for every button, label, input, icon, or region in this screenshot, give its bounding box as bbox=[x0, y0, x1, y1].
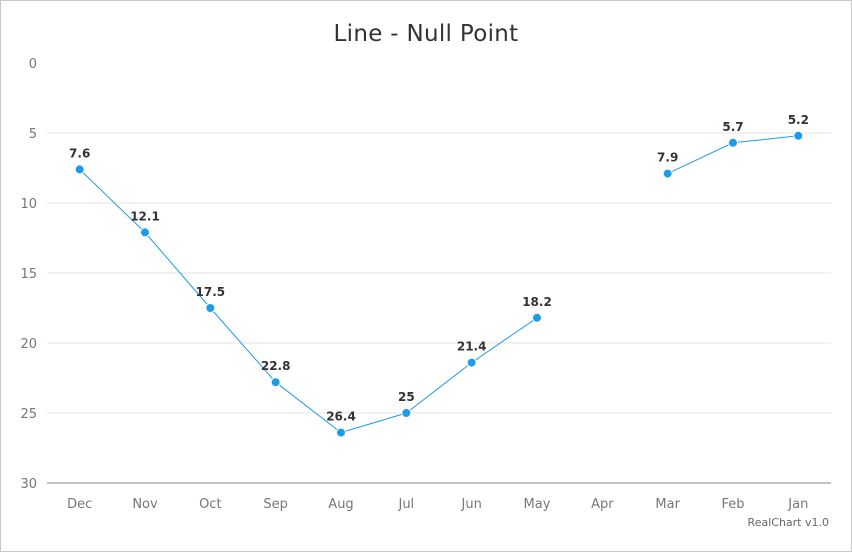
data-point bbox=[140, 227, 150, 238]
data-point bbox=[336, 427, 346, 438]
data-labels: 7.6 12.1 17.5 22.8 26.4 25 21.4 18.2 7.9 5.7 5.2 bbox=[69, 113, 809, 424]
series-points bbox=[74, 130, 804, 438]
data-label: 7.6 bbox=[69, 146, 90, 160]
data-point bbox=[466, 357, 477, 368]
y-tick-label: 10 bbox=[20, 197, 37, 212]
y-axis-ticks: 0 5 10 15 20 25 30 bbox=[20, 57, 37, 492]
data-label: 17.5 bbox=[196, 285, 226, 299]
data-label: 22.8 bbox=[261, 359, 291, 373]
x-axis-ticks: Dec Nov Oct Sep Aug Jul Jun May Apr Mar Feb Jan bbox=[67, 497, 808, 512]
y-tick-label: 25 bbox=[20, 407, 37, 422]
grid-lines bbox=[47, 132, 831, 484]
x-tick-label: Jul bbox=[397, 497, 414, 512]
series-lines bbox=[79, 135, 799, 434]
y-tick-label: 0 bbox=[29, 57, 37, 72]
x-tick-label: Aug bbox=[328, 497, 353, 512]
x-tick-label: Sep bbox=[263, 497, 288, 512]
x-tick-label: Nov bbox=[132, 497, 158, 512]
x-tick-label: Feb bbox=[721, 497, 744, 512]
credit-label: RealChart v1.0 bbox=[747, 516, 829, 529]
data-point bbox=[662, 168, 673, 179]
x-tick-label: Mar bbox=[655, 497, 680, 512]
x-tick-label: Jun bbox=[461, 497, 482, 512]
data-point bbox=[205, 303, 216, 313]
x-tick-label: Dec bbox=[67, 497, 92, 512]
data-point bbox=[270, 377, 281, 388]
data-label: 18.2 bbox=[522, 295, 552, 309]
data-point bbox=[74, 164, 85, 175]
y-tick-label: 15 bbox=[20, 267, 37, 282]
series-line-segment bbox=[79, 169, 538, 434]
data-point bbox=[401, 408, 412, 418]
data-label: 7.9 bbox=[657, 151, 678, 165]
x-tick-label: Apr bbox=[591, 497, 614, 512]
data-point bbox=[532, 312, 542, 323]
data-label: 5.7 bbox=[722, 120, 743, 134]
data-label: 25 bbox=[398, 390, 415, 404]
x-tick-label: Jan bbox=[787, 497, 808, 512]
data-label: 5.2 bbox=[788, 113, 809, 127]
data-point bbox=[793, 130, 804, 141]
data-label: 12.1 bbox=[130, 209, 160, 223]
y-tick-label: 5 bbox=[29, 127, 37, 142]
data-label: 26.4 bbox=[326, 410, 356, 424]
chart-title: Line - Null Point bbox=[333, 21, 519, 47]
x-tick-label: Oct bbox=[199, 497, 221, 512]
y-tick-label: 30 bbox=[20, 477, 37, 492]
y-tick-label: 20 bbox=[20, 337, 37, 352]
x-tick-label: May bbox=[524, 497, 551, 512]
data-point bbox=[728, 137, 738, 148]
data-label: 21.4 bbox=[457, 340, 487, 354]
